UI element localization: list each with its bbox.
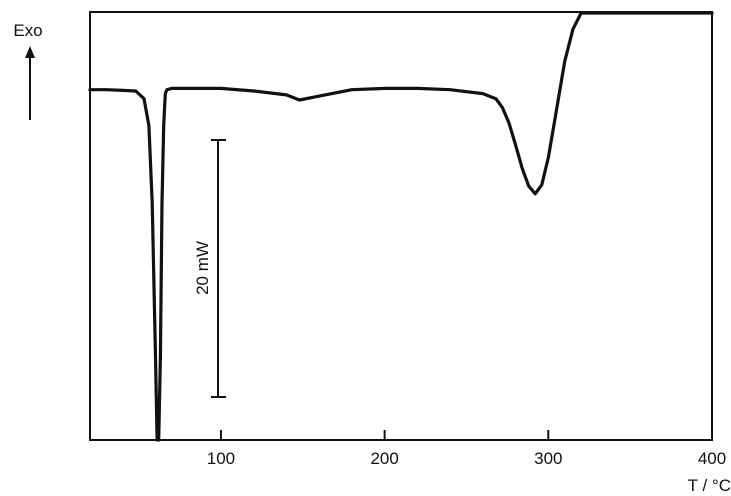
x-axis-ticks: 100 200 300 400 bbox=[207, 430, 726, 468]
scale-bar: 20 mW bbox=[193, 139, 226, 398]
x-tick-label: 400 bbox=[698, 449, 726, 468]
x-tick-label: 200 bbox=[370, 449, 398, 468]
plot-frame bbox=[89, 11, 713, 441]
dsc-curve bbox=[88, 11, 714, 442]
scale-bar-label: 20 mW bbox=[193, 241, 212, 295]
x-axis-label: T / °C bbox=[688, 476, 731, 495]
y-axis-label: Exo bbox=[13, 21, 42, 40]
x-tick-label: 100 bbox=[207, 449, 235, 468]
x-tick-label: 300 bbox=[534, 449, 562, 468]
exo-arrow-icon bbox=[25, 46, 35, 120]
